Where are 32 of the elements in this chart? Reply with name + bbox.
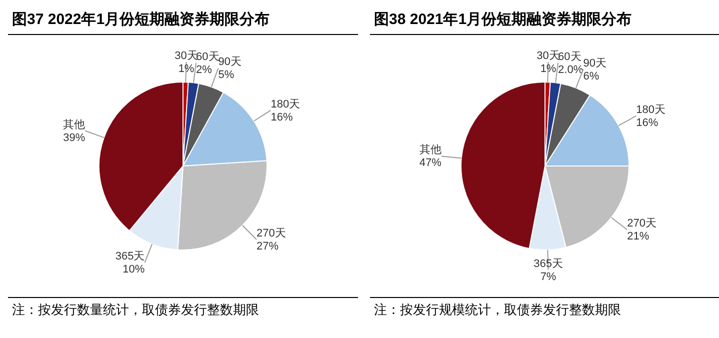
data-label: 2%	[196, 64, 212, 76]
slice-label: 270天	[256, 228, 286, 240]
slice-label: 180天	[636, 104, 666, 116]
slice-label: 90天	[583, 57, 607, 70]
data-label: 21%	[627, 230, 650, 243]
slice-label: 其他	[419, 143, 442, 156]
chart-title: 图38 2021年1月份短期融资券期限分布	[370, 8, 719, 35]
data-label: 10%	[122, 264, 145, 276]
slice-label: 365天	[115, 250, 145, 263]
text: 注：按发行数量统计，取债券发行整数期限	[12, 301, 260, 319]
text: 注：按发行规模统计，取债券发行整数期限	[374, 301, 622, 319]
data-label: 47%	[419, 157, 442, 170]
slice-label: 180天	[270, 98, 300, 110]
data-label: 39%	[63, 132, 86, 144]
slice-label: 30天	[536, 50, 560, 62]
slice-label: 270天	[627, 218, 657, 230]
data-label: 1%	[178, 63, 194, 76]
slice-label: 其他	[63, 118, 86, 131]
data-label: 16%	[270, 111, 294, 124]
slice-label: 30天	[174, 50, 198, 62]
data-label: 6%	[583, 70, 600, 82]
data-label: 2.0%	[558, 64, 584, 76]
data-label: 27%	[256, 240, 279, 253]
data-label: 1%	[540, 63, 556, 76]
data-label: 16%	[636, 116, 658, 129]
slice-label: 90天	[218, 56, 242, 68]
slice-label: 365天	[534, 258, 563, 270]
slice-label: 60天	[558, 50, 582, 63]
data-label: 5%	[218, 69, 234, 82]
slice-label: 60天	[196, 50, 220, 63]
chart-title: 图37 2022年1月份短期融资券期限分布	[8, 8, 358, 35]
data-label: 7%	[540, 270, 556, 283]
